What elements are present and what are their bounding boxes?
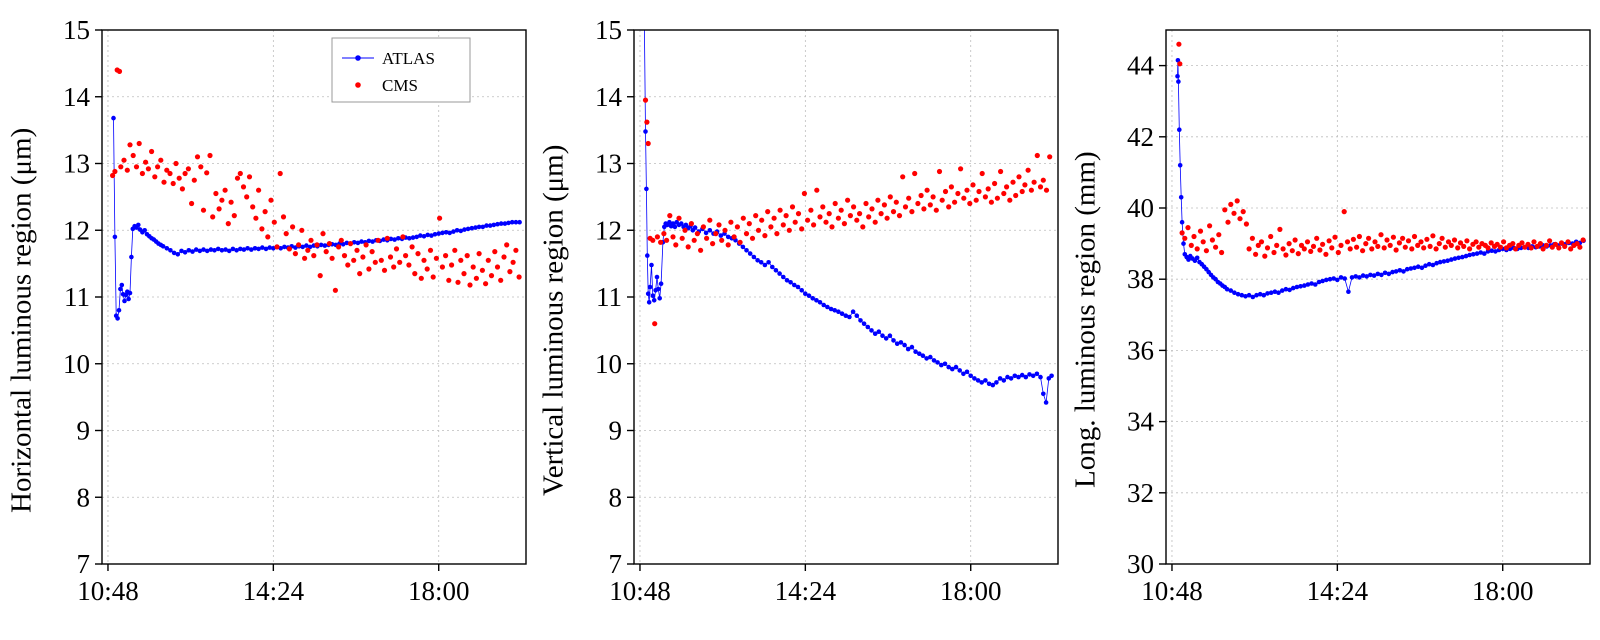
legend-label-cms: CMS: [382, 76, 418, 95]
x-tick-label: 14:24: [775, 576, 837, 606]
y-tick-label: 15: [595, 15, 622, 45]
y-tick-label: 12: [63, 215, 90, 245]
panel-horizontal: Horizontal luminous region (μm) 10:48 14:…: [0, 0, 532, 640]
y-tick-label: 32: [1127, 478, 1154, 508]
chart-canvas-2: 10:48 14:24 18:00 30 32 34 36 38 40 42 44: [1127, 29, 1591, 606]
y-tick-label: 42: [1127, 122, 1154, 152]
y-tick-label: 30: [1127, 549, 1154, 579]
plot-svg-2: 10:48 14:24 18:00 30 32 34 36 38 40 42 44: [1108, 2, 1596, 638]
x-tick-label: 14:24: [1307, 576, 1369, 606]
plot-svg-0: 10:48 14:24 18:00 7 8 9 10 11 12 13 14 15 ATLAS CMS: [44, 2, 532, 638]
legend-label-atlas: ATLAS: [382, 49, 435, 68]
legend-marker-atlas-icon: [355, 55, 361, 61]
y-tick-label: 38: [1127, 264, 1154, 294]
x-tick-label: 10:48: [609, 576, 671, 606]
panel-longitudinal: Long. luminous region (mm) 10:48 14:24 18:…: [1064, 0, 1596, 640]
y-tick-label: 7: [609, 549, 623, 579]
y-tick-label: 10: [595, 349, 622, 379]
y-tick-label: 14: [63, 82, 91, 112]
y-tick-label: 13: [63, 149, 90, 179]
y-tick-label: 40: [1127, 193, 1154, 223]
y-tick-label: 14: [595, 82, 623, 112]
y-tick-label: 44: [1127, 51, 1155, 81]
y-axis-title-vertical: Vertical luminous region (μm): [537, 144, 570, 496]
y-axis-title-horizontal: Horizontal luminous region (μm): [5, 127, 38, 513]
legend-marker-cms-icon: [355, 82, 361, 88]
y-tick-label: 10: [63, 349, 90, 379]
y-tick-label: 11: [64, 282, 90, 312]
y-tick-label: 8: [77, 482, 91, 512]
y-tick-label: 11: [596, 282, 622, 312]
y-tick-label: 15: [63, 15, 90, 45]
y-tick-label: 36: [1127, 335, 1154, 365]
y-tick-label: 12: [595, 215, 622, 245]
x-tick-label: 14:24: [243, 576, 305, 606]
chart-canvas-1: 10:48 14:24 18:00 7 8 9 10 11 12 13 14 15: [595, 15, 1059, 606]
y-tick-label: 7: [77, 549, 91, 579]
x-tick-label: 18:00: [940, 576, 1002, 606]
y-tick-label: 13: [595, 149, 622, 179]
y-tick-label: 34: [1127, 407, 1155, 437]
x-tick-label: 18:00: [1472, 576, 1534, 606]
y-tick-label: 8: [609, 482, 623, 512]
y-tick-label: 9: [77, 416, 91, 446]
x-tick-label: 10:48: [1141, 576, 1203, 606]
legend-box: [331, 37, 471, 103]
chart-canvas-0: 10:48 14:24 18:00 7 8 9 10 11 12 13 14 15 ATLAS CMS: [63, 15, 527, 606]
y-axis-title-longitudinal: Long. luminous region (mm): [1069, 151, 1102, 489]
panel-vertical: Vertical luminous region (μm) 10:48 14:24…: [532, 0, 1064, 640]
x-tick-label: 18:00: [408, 576, 470, 606]
plot-svg-1: 10:48 14:24 18:00 7 8 9 10 11 12 13 14 15: [576, 2, 1064, 638]
y-tick-label: 9: [609, 416, 623, 446]
x-tick-label: 10:48: [77, 576, 139, 606]
